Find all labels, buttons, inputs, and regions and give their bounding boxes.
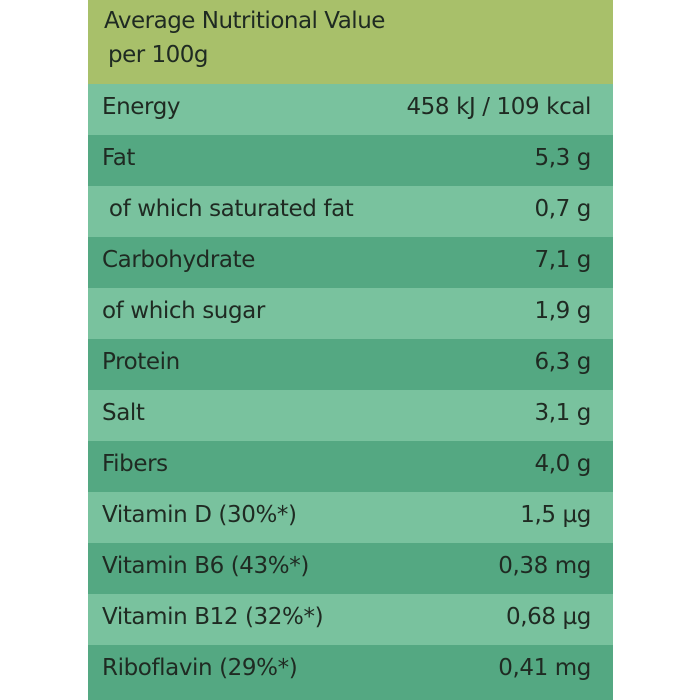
row-label: Fat (102, 145, 136, 171)
row-label: Riboflavin (29%*) (102, 655, 298, 681)
table-row-saturated-fat: of which saturated fat 0,7 g (88, 186, 613, 237)
row-label: Fibers (102, 451, 168, 477)
table-row-riboflavin: Riboflavin (29%*) 0,41 mg (88, 645, 613, 700)
row-label: of which sugar (102, 298, 265, 324)
row-value: 1,9 g (534, 298, 592, 324)
row-value: 3,1 g (534, 400, 592, 426)
header-subtitle: per 100g (108, 42, 209, 68)
row-label: of which saturated fat (102, 196, 354, 222)
row-value: 1,5 µg (520, 502, 591, 528)
row-value: 0,7 g (534, 196, 592, 222)
row-label: Vitamin D (30%*) (102, 502, 297, 528)
row-value: 4,0 g (534, 451, 592, 477)
table-row-fibers: Fibers 4,0 g (88, 441, 613, 492)
table-row-energy: Energy 458 kJ / 109 kcal (88, 84, 613, 135)
row-value: 0,38 mg (498, 553, 591, 579)
table-row-vitamin-b12: Vitamin B12 (32%*) 0,68 µg (88, 594, 613, 645)
row-label: Carbohydrate (102, 247, 255, 273)
row-value: 7,1 g (534, 247, 592, 273)
row-value: 458 kJ / 109 kcal (406, 94, 591, 120)
row-value: 6,3 g (534, 349, 592, 375)
row-label: Energy (102, 94, 181, 120)
row-value: 0,68 µg (506, 604, 591, 630)
nutrition-table: Average Nutritional Value per 100g Energ… (88, 0, 613, 700)
row-label: Vitamin B12 (32%*) (102, 604, 324, 630)
row-label: Vitamin B6 (43%*) (102, 553, 309, 579)
table-row-fat: Fat 5,3 g (88, 135, 613, 186)
row-label: Salt (102, 400, 145, 426)
row-value: 0,41 mg (498, 655, 591, 681)
table-row-protein: Protein 6,3 g (88, 339, 613, 390)
table-row-carbohydrate: Carbohydrate 7,1 g (88, 237, 613, 288)
table-row-vitamin-d: Vitamin D (30%*) 1,5 µg (88, 492, 613, 543)
row-label: Protein (102, 349, 180, 375)
table-row-sugar: of which sugar 1,9 g (88, 288, 613, 339)
row-value: 5,3 g (534, 145, 592, 171)
header-title: Average Nutritional Value (104, 8, 385, 34)
table-row-vitamin-b6: Vitamin B6 (43%*) 0,38 mg (88, 543, 613, 594)
table-header: Average Nutritional Value per 100g (88, 0, 613, 84)
table-row-salt: Salt 3,1 g (88, 390, 613, 441)
